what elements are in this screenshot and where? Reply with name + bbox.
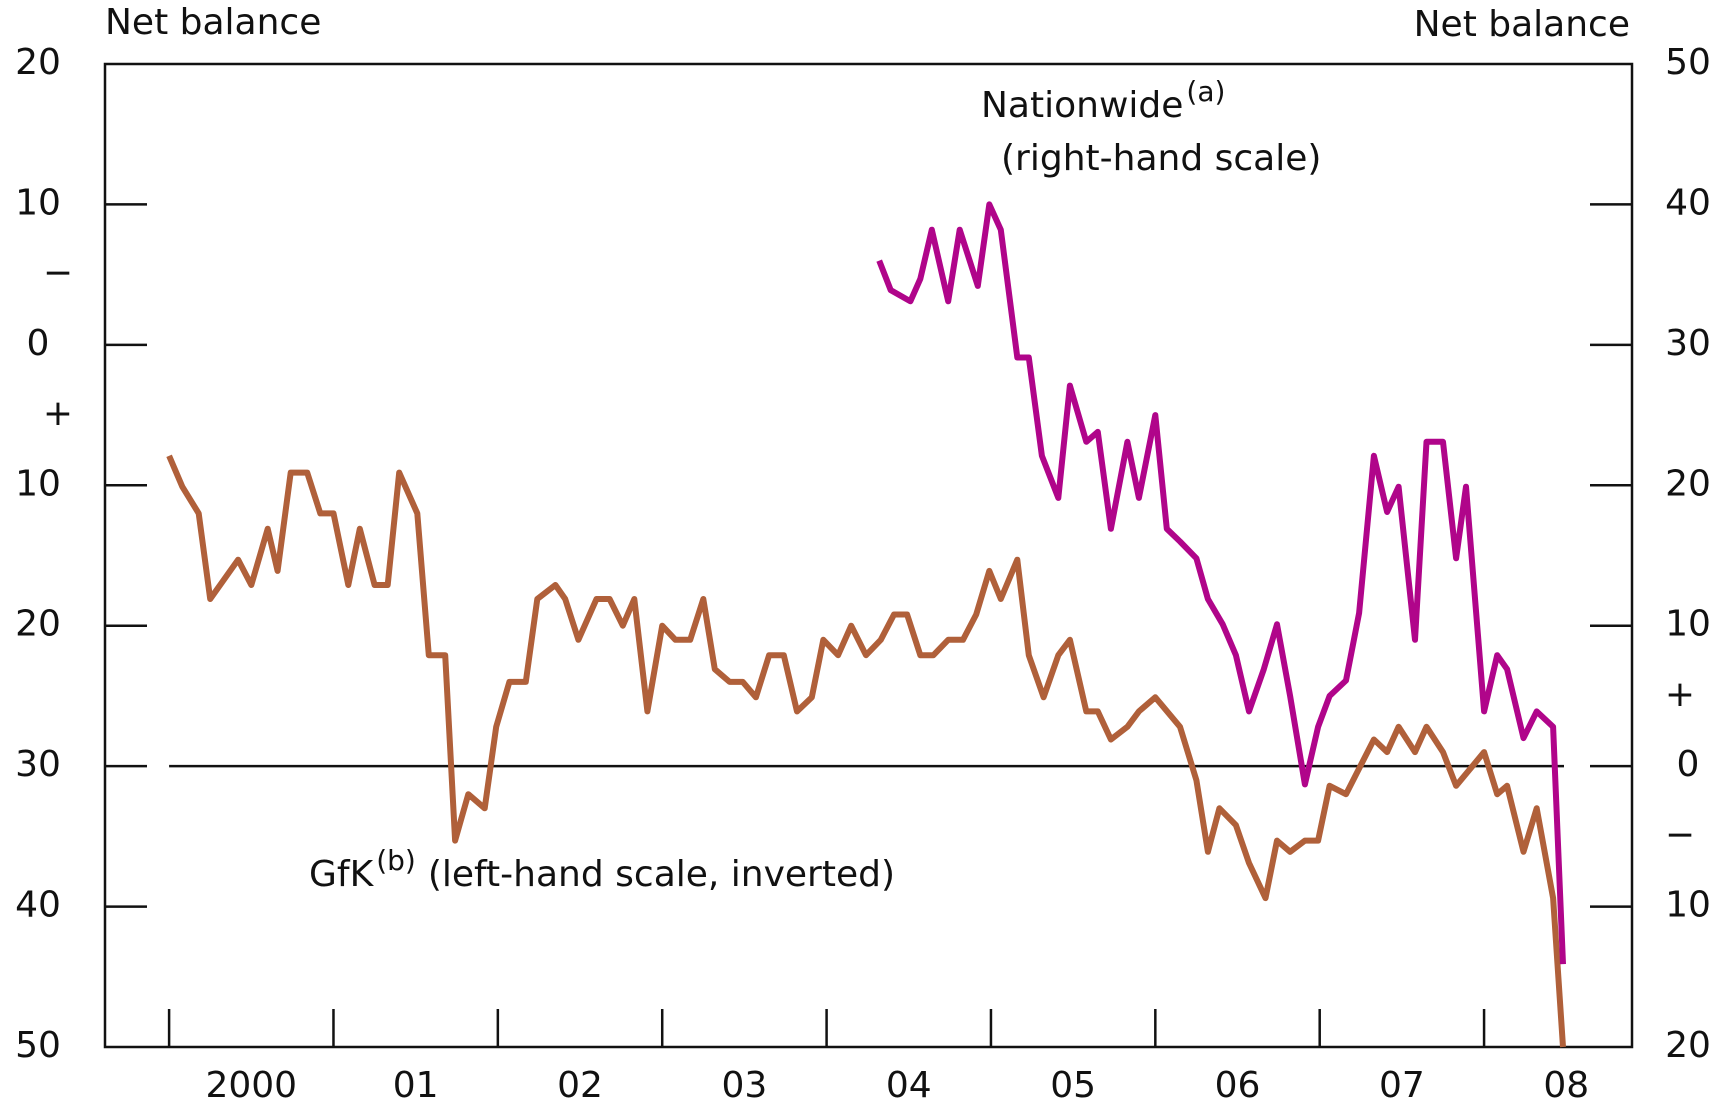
y2-tick-label: 30: [1665, 323, 1711, 364]
y-tick-label: 10: [15, 182, 61, 223]
series-note: (b): [376, 844, 416, 877]
y2-tick-label: 20: [1665, 1025, 1711, 1066]
y-sign-label: −: [43, 253, 73, 294]
y-tick-label: 0: [27, 323, 50, 364]
series-line: [876, 201, 1566, 965]
y2-tick-label: 20: [1665, 463, 1711, 504]
y-tick-label: 40: [15, 885, 61, 926]
y2-tick-label: 10: [1665, 885, 1711, 926]
series-name: Nationwide: [981, 85, 1183, 126]
x-tick-label: 05: [1050, 1065, 1096, 1105]
x-tick-label: 2000: [205, 1065, 297, 1105]
y2-sign-label: +: [1665, 674, 1695, 715]
y-tick-label: 50: [15, 1025, 61, 1066]
series-note: (a): [1186, 75, 1225, 108]
y2-tick-label: 0: [1677, 744, 1700, 785]
x-tick-label: 04: [886, 1065, 932, 1105]
y-tick-label: 30: [15, 744, 61, 785]
x-tick-label: 02: [557, 1065, 603, 1105]
y2-axis-label: Net balance: [1414, 4, 1630, 45]
series-name: GfK: [309, 854, 375, 895]
y2-tick-label: 50: [1665, 42, 1711, 83]
series-line: [166, 454, 1566, 1048]
y2-sign-label: −: [1665, 814, 1695, 855]
x-tick-label: 06: [1215, 1065, 1261, 1105]
y-tick-label: 20: [15, 42, 61, 83]
y-axis-label: Net balance: [105, 2, 321, 43]
y-tick-label: 20: [15, 604, 61, 645]
series-annotation: (left-hand scale, inverted): [428, 854, 895, 895]
series-annotation: (right-hand scale): [1001, 138, 1321, 179]
x-tick-label: 03: [721, 1065, 767, 1105]
y-tick-label: 10: [15, 463, 61, 504]
y2-tick-label: 40: [1665, 182, 1711, 223]
x-tick-label: 01: [393, 1065, 439, 1105]
x-tick-label: 08: [1543, 1065, 1589, 1105]
y-sign-label: +: [43, 393, 73, 434]
plot-frame: [103, 62, 1634, 1049]
y2-tick-label: 10: [1665, 604, 1711, 645]
x-tick-label: 07: [1379, 1065, 1425, 1105]
